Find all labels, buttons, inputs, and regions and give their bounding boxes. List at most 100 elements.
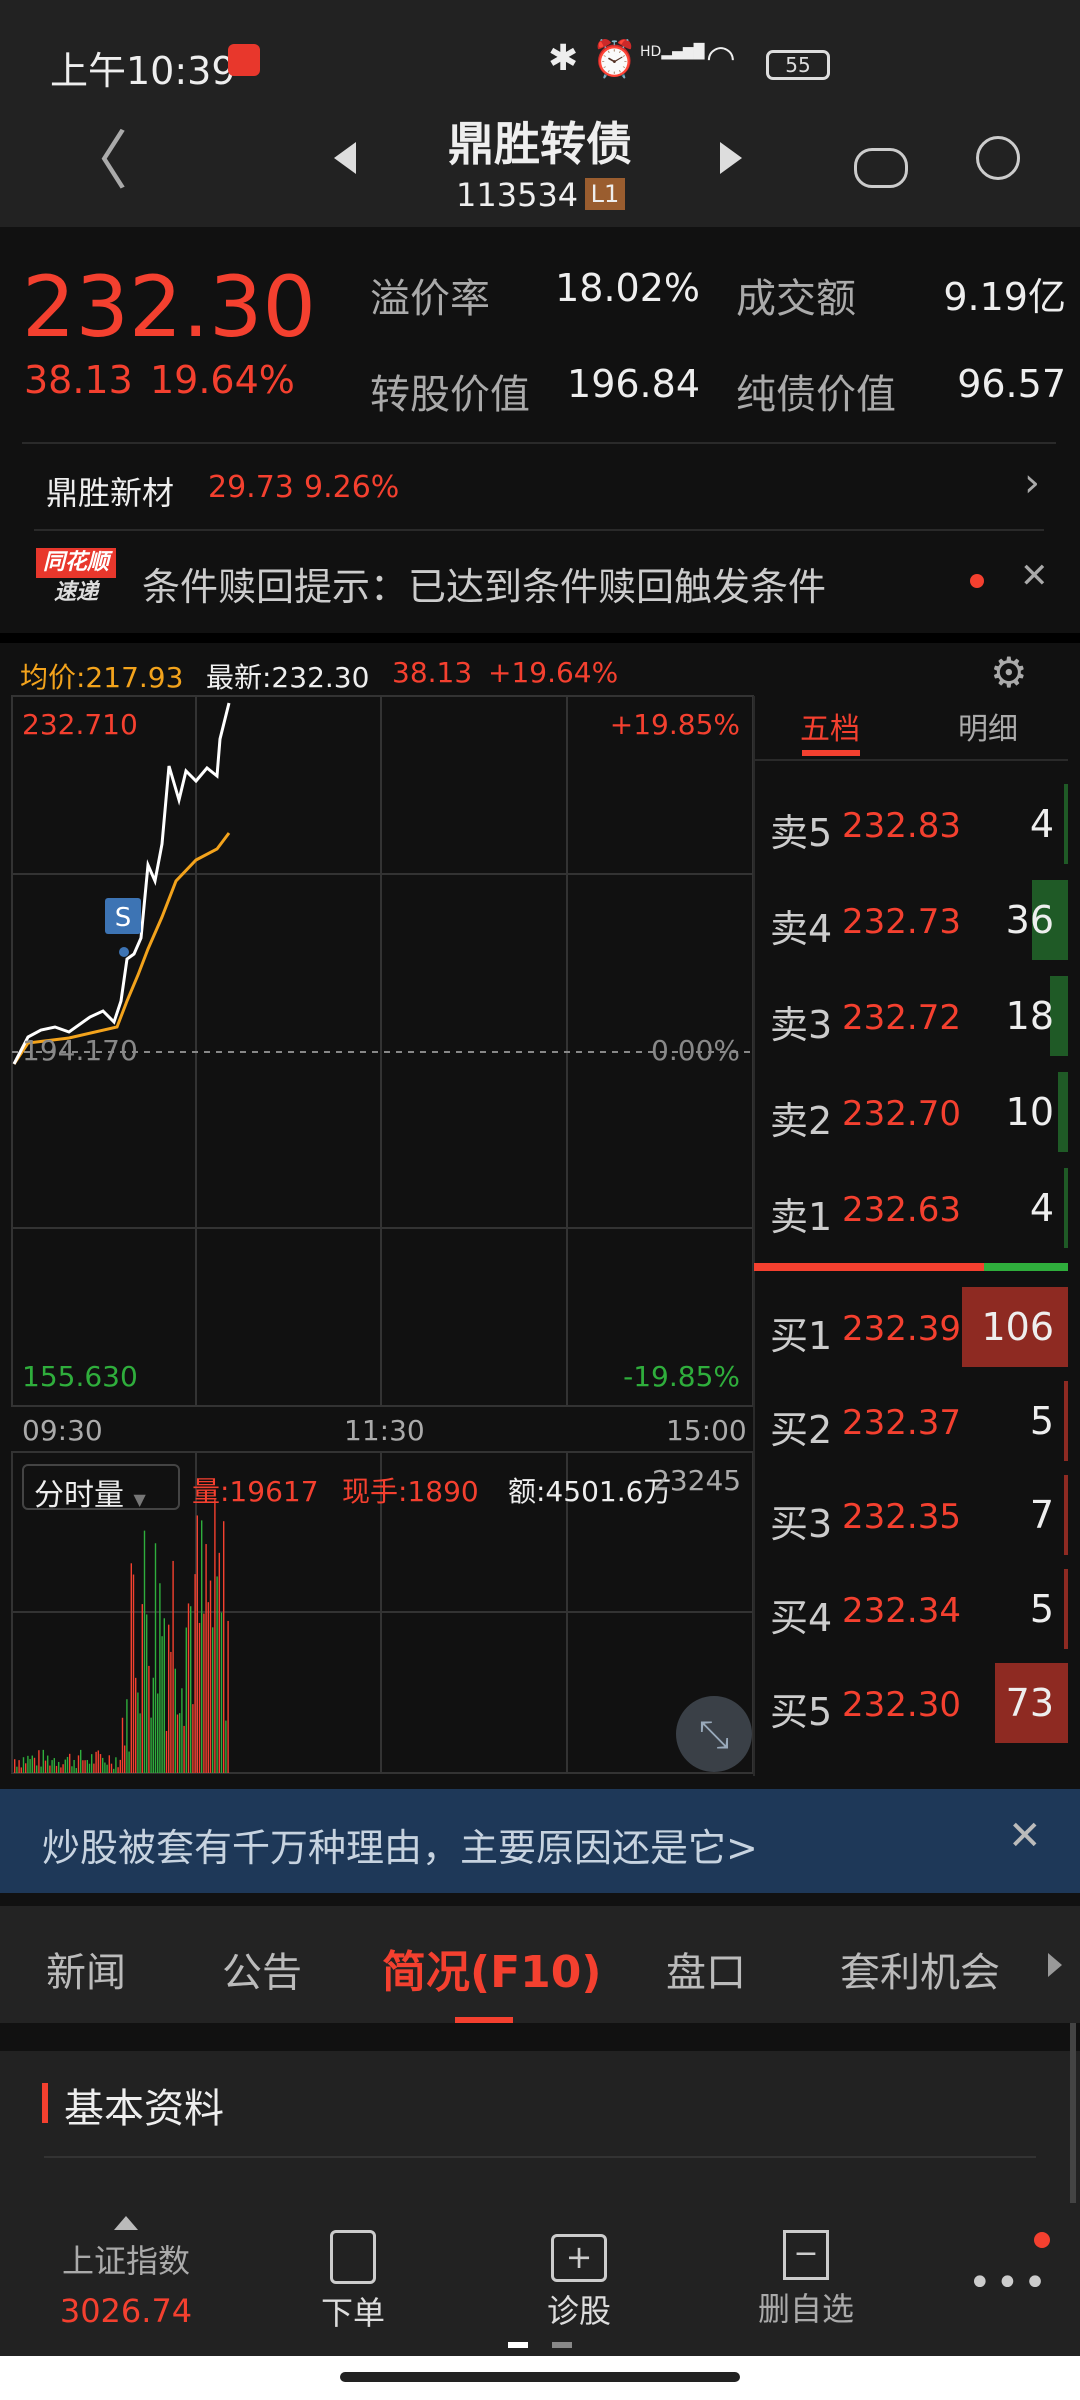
ask-level-row[interactable]: 卖4 232.73 36: [754, 872, 1068, 968]
volume-type-dropdown[interactable]: 分时量 ▼: [22, 1464, 180, 1513]
level-price: 232.70: [842, 1094, 961, 1134]
volume-bar: [212, 1627, 214, 1773]
ask-volume-bar: [1032, 880, 1068, 960]
back-button[interactable]: 〈: [64, 125, 128, 199]
bid-level-row[interactable]: 买5 232.30 73: [754, 1655, 1068, 1751]
tab-detail[interactable]: 明细: [958, 712, 1018, 747]
volume-bar: [73, 1759, 75, 1773]
volume-bar: [91, 1754, 93, 1773]
tab-announcements[interactable]: 公告: [222, 1950, 302, 1996]
bottom-nav: [0, 2204, 1080, 2358]
ask-volume-bar: [1064, 784, 1068, 864]
volume-type-label: 分时量: [34, 1478, 124, 1513]
logo-bottom: 速递: [53, 580, 98, 605]
volume-bar: [88, 1763, 91, 1773]
page-title: 鼎胜转债: [448, 117, 632, 171]
volume-bar: [55, 1765, 58, 1773]
tabs-scroll-right-icon[interactable]: [1048, 1953, 1062, 1977]
tab-order-book[interactable]: 盘口: [666, 1950, 746, 1996]
close-banner-button[interactable]: ✕: [1008, 1813, 1042, 1859]
time-mid: 11:30: [344, 1414, 425, 1447]
volume-bar: [106, 1764, 108, 1773]
volume-bar: [117, 1767, 119, 1773]
volume-bar: [225, 1720, 227, 1773]
level-qty: 5: [1029, 1587, 1054, 1631]
volume-bar: [198, 1622, 201, 1773]
scrollbar[interactable]: [1070, 2023, 1076, 2203]
close-notice-button[interactable]: ✕: [1020, 556, 1049, 596]
volume-bar: [102, 1757, 104, 1773]
top-header: [0, 0, 1080, 227]
robot-assistant-icon[interactable]: [854, 148, 908, 188]
prev-close-price: 194.170: [22, 1034, 138, 1067]
volume-bar: [146, 1614, 148, 1773]
volume-bar: [58, 1761, 60, 1773]
diagnose-kit-icon: +: [551, 2234, 607, 2282]
volume-total: 量:19617: [192, 1475, 319, 1508]
bid-volume-bar: [1064, 1569, 1068, 1649]
volume-bar: [216, 1576, 218, 1773]
volume-bar: [22, 1757, 25, 1773]
tab-arbitrage[interactable]: 套利机会: [840, 1950, 1000, 1996]
level-qty: 4: [1029, 1186, 1054, 1230]
volume-bar: [214, 1499, 216, 1773]
ask-level-row[interactable]: 卖5 232.83 4: [754, 776, 1068, 872]
level-qty: 10: [1005, 1090, 1054, 1134]
tab-f10-overview[interactable]: 简况(F10): [382, 1947, 602, 1998]
next-stock-button[interactable]: [720, 142, 742, 174]
level-price: 232.35: [842, 1497, 961, 1537]
nav-label: 下单: [320, 2294, 385, 2332]
remove-watchlist-button[interactable]: − 删自选: [706, 2230, 906, 2330]
more-menu-button[interactable]: •••: [968, 2260, 1051, 2306]
bid-level-row[interactable]: 买2 232.37 5: [754, 1373, 1068, 1469]
diagnose-button[interactable]: + 诊股: [479, 2230, 679, 2332]
volume-bar: [207, 1602, 209, 1773]
sell-marker-text: S: [115, 903, 132, 933]
volume-bar: [69, 1753, 71, 1773]
level-qty: 73: [1005, 1681, 1054, 1725]
volume-bar: [25, 1763, 27, 1773]
volume-current: 现手:1890: [342, 1475, 479, 1508]
bid-level-row[interactable]: 买1 232.39 106: [754, 1279, 1068, 1375]
home-indicator[interactable]: [340, 2372, 740, 2382]
volume-bar: [64, 1759, 66, 1773]
index-ticker[interactable]: 上证指数 3026.74: [26, 2216, 226, 2330]
volume-bar: [187, 1603, 190, 1773]
level-price: 232.63: [842, 1190, 961, 1230]
fullscreen-expand-button[interactable]: ⤡: [676, 1696, 752, 1772]
sell-marker-badge: [105, 898, 141, 934]
volume-bar: [168, 1624, 170, 1773]
volume-bar: [77, 1755, 80, 1773]
bluetooth-icon: ✱: [548, 38, 579, 79]
banner-text: 炒股被套有千万种理由，主要原因还是它>: [42, 1826, 758, 1870]
intraday-chart[interactable]: S: [0, 690, 754, 1780]
place-order-button[interactable]: 下单: [253, 2230, 453, 2334]
volume-bar: [179, 1713, 181, 1773]
prev-stock-button[interactable]: [334, 142, 356, 174]
high-pct: +19.85%: [609, 708, 740, 741]
promo-banner[interactable]: 炒股被套有千万种理由，主要原因还是它> ✕: [0, 1789, 1080, 1893]
expand-up-icon: [114, 2216, 138, 2230]
prev-close-pct: 0.00%: [651, 1034, 740, 1067]
volume-bar: [201, 1520, 203, 1773]
wifi-icon: ◠: [706, 38, 736, 78]
bid-level-row[interactable]: 买4 232.34 5: [754, 1561, 1068, 1657]
settings-gear-icon[interactable]: ⚙: [990, 648, 1028, 697]
volume-bar: [71, 1766, 73, 1773]
tab-news[interactable]: 新闻: [46, 1950, 126, 1996]
low-price: 155.630: [22, 1360, 138, 1393]
level-price: 232.39: [842, 1309, 961, 1349]
ask-level-row[interactable]: 卖1 232.63 4: [754, 1160, 1068, 1256]
tab-five-levels[interactable]: 五档: [800, 712, 860, 747]
search-icon[interactable]: [976, 136, 1020, 180]
bid-volume-bar: [1064, 1381, 1068, 1461]
level-price: 232.34: [842, 1591, 961, 1631]
ask-level-row[interactable]: 卖2 232.70 10: [754, 1064, 1068, 1160]
ask-level-row[interactable]: 卖3 232.72 18: [754, 968, 1068, 1064]
volume-max: 23245: [652, 1464, 742, 1497]
volume-bar: [223, 1521, 225, 1773]
bid-level-row[interactable]: 买3 232.35 7: [754, 1467, 1068, 1563]
volume-bar: [93, 1763, 95, 1773]
volume-amount: 额:4501.6万: [508, 1475, 672, 1508]
level-label: 卖5: [770, 811, 833, 855]
